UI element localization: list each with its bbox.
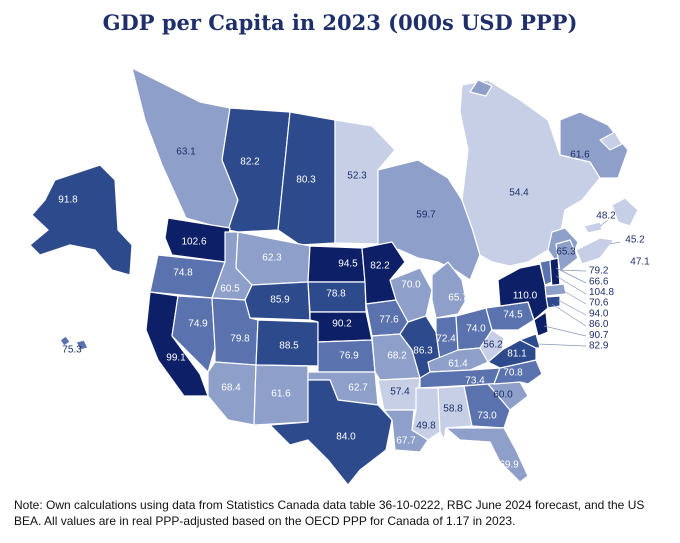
value-label-tennessee: 73.4 — [465, 376, 485, 387]
region-hawaii[interactable] — [59, 335, 89, 351]
side-label-delaware: 82.9 — [589, 341, 609, 352]
region-ontario[interactable] — [377, 159, 481, 281]
region-florida[interactable] — [445, 427, 529, 483]
value-label-nebraska: 90.2 — [332, 319, 352, 330]
value-label-nunavut: 80.3 — [296, 175, 316, 186]
value-label-west-virginia: 56.2 — [483, 340, 503, 351]
value-label-hawaii: 75.3 — [62, 345, 82, 356]
value-label-new-mexico: 61.6 — [271, 389, 291, 400]
value-label-quebec: 54.4 — [509, 188, 529, 199]
side-label-maine: 66.6 — [589, 276, 609, 287]
value-label-prince-edward-island: 48.2 — [596, 211, 616, 222]
value-label-yukon: 63.1 — [176, 147, 196, 158]
side-label-new-hampshire: 104.8 — [589, 287, 614, 298]
region-maine[interactable] — [555, 239, 579, 273]
value-label-colorado: 88.5 — [279, 341, 299, 352]
region-mississippi[interactable] — [411, 387, 441, 441]
value-label-northwest-territories: 82.2 — [240, 157, 260, 168]
value-label-idaho: 60.5 — [220, 284, 240, 295]
region-georgia[interactable] — [463, 383, 511, 429]
value-label-ontario: 59.7 — [416, 210, 436, 221]
value-label-north-dakota: 94.5 — [338, 259, 358, 270]
value-label-nevada: 74.9 — [188, 319, 208, 330]
value-label-mississippi: 49.8 — [416, 421, 436, 432]
value-label-south-carolina: 60.0 — [493, 390, 513, 401]
value-label-illinois: 86.3 — [413, 346, 433, 357]
value-label-newfoundland: 47.1 — [630, 257, 650, 268]
value-label-wisconsin: 70.0 — [401, 280, 421, 291]
region-texas[interactable] — [269, 379, 393, 486]
region-massachusetts[interactable] — [544, 283, 567, 297]
region-louisiana[interactable] — [383, 409, 429, 453]
value-label-nova-scotia: 45.2 — [625, 235, 645, 246]
value-label-california: 99.1 — [166, 353, 186, 364]
map-title: GDP per Capita in 2023 (000s USD PPP) — [102, 10, 578, 35]
value-label-minnesota: 82.2 — [370, 261, 390, 272]
value-label-indiana: 72.4 — [436, 334, 456, 345]
value-label-georgia: 73.0 — [477, 411, 497, 422]
value-label-ohio: 74.0 — [466, 324, 486, 335]
region-washington[interactable] — [164, 217, 231, 263]
value-label-missouri: 68.2 — [387, 351, 407, 362]
us-states — [145, 217, 579, 486]
region-newfoundland[interactable] — [611, 197, 639, 227]
value-label-texas: 84.0 — [336, 432, 356, 443]
value-label-kansas: 76.9 — [339, 351, 359, 362]
alaska-hawaii — [29, 164, 133, 351]
value-label-virginia: 81.1 — [507, 349, 527, 360]
region-nevada[interactable] — [171, 295, 216, 373]
leader-lines — [537, 219, 621, 347]
value-label-manitoba-north: 52.3 — [347, 171, 367, 182]
side-label-new-jersey: 90.7 — [589, 330, 609, 341]
region-nunavut[interactable] — [277, 111, 336, 246]
region-wyoming[interactable] — [244, 281, 311, 321]
side-label-connecticut: 86.0 — [589, 319, 609, 330]
value-label-washington: 102.6 — [181, 237, 206, 248]
value-label-arkansas: 57.4 — [390, 387, 410, 398]
value-label-louisiana: 67.7 — [396, 436, 416, 447]
footnote: Note: Own calculations using data from S… — [14, 498, 645, 528]
value-label-wyoming: 85.9 — [270, 295, 290, 306]
value-label-south-dakota: 78.8 — [326, 289, 346, 300]
value-label-labrador: 61.6 — [570, 150, 590, 161]
value-label-arizona: 68.4 — [221, 383, 241, 394]
value-label-montana: 62.3 — [262, 253, 282, 264]
value-label-kentucky: 61.4 — [448, 359, 468, 370]
arctic-island — [469, 79, 493, 97]
value-label-iowa: 77.6 — [379, 315, 399, 326]
side-label-rhode-island: 94.0 — [589, 308, 609, 319]
side-label-massachusetts: 70.6 — [589, 298, 609, 309]
value-label-alaska: 91.8 — [58, 195, 78, 206]
region-connecticut[interactable] — [545, 295, 561, 309]
value-label-north-carolina: 70.8 — [503, 368, 523, 379]
value-label-florida: 69.9 — [499, 460, 519, 471]
region-nova-scotia[interactable] — [575, 237, 615, 265]
region-pei[interactable] — [583, 221, 603, 234]
region-michigan[interactable] — [431, 261, 467, 319]
value-label-alabama: 58.8 — [443, 404, 463, 415]
canada-regions — [131, 67, 639, 281]
arctic-island — [599, 131, 623, 151]
region-alaska[interactable] — [29, 164, 133, 276]
region-quebec[interactable] — [459, 79, 601, 267]
region-labrador[interactable] — [559, 111, 629, 179]
value-label-oklahoma: 62.7 — [348, 383, 368, 394]
value-label-pennsylvania: 74.5 — [503, 310, 523, 321]
region-delaware[interactable] — [519, 333, 541, 349]
value-label-oregon: 74.8 — [173, 268, 193, 279]
value-label-utah: 79.8 — [230, 334, 250, 345]
value-label-michigan: 65.7 — [448, 293, 468, 304]
value-label-new-york: 110.0 — [513, 291, 538, 302]
side-label-vermont: 79.2 — [589, 266, 609, 277]
value-label-new-brunswick: 65.3 — [556, 247, 576, 258]
region-west-virginia[interactable] — [479, 329, 505, 363]
region-new-jersey[interactable] — [533, 311, 549, 337]
value-labels: 63.1 82.2 80.3 52.3 59.7 54.4 61.6 65.3 48.2 45.2… — [58, 147, 650, 471]
